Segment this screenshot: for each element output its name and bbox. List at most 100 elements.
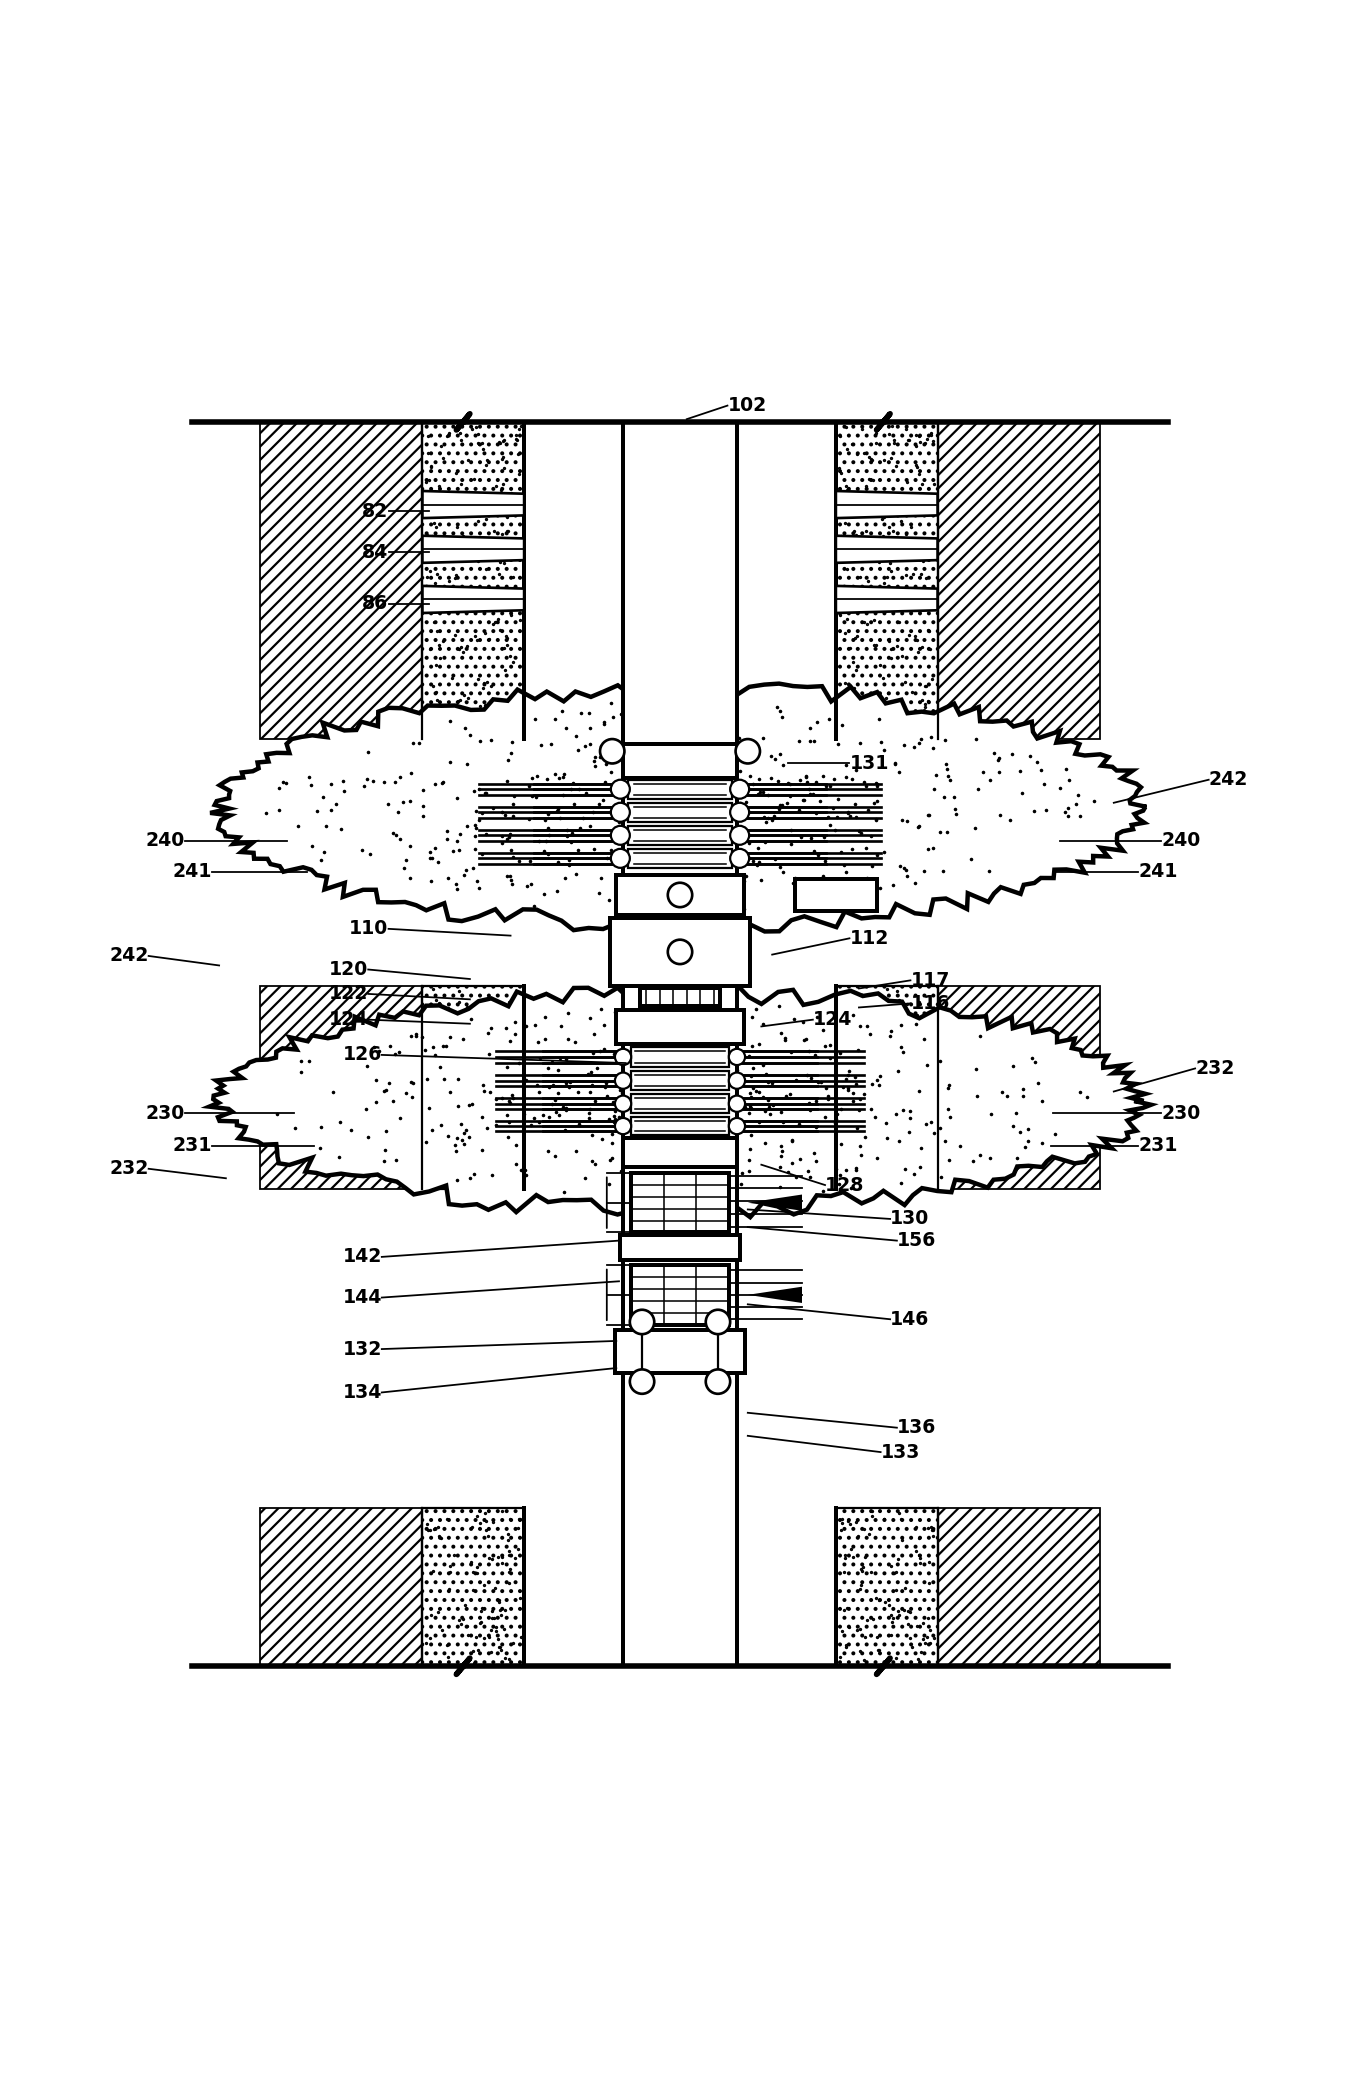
- Bar: [616, 874, 744, 915]
- Text: 142: 142: [343, 1248, 382, 1267]
- Bar: [631, 1265, 729, 1325]
- Circle shape: [736, 738, 760, 763]
- Text: 232: 232: [1195, 1059, 1235, 1077]
- Circle shape: [615, 1073, 631, 1088]
- Bar: [937, 422, 1100, 738]
- Polygon shape: [423, 537, 524, 564]
- Text: 116: 116: [910, 994, 949, 1013]
- Text: 124: 124: [329, 1011, 369, 1030]
- Bar: [609, 917, 751, 986]
- Bar: [628, 803, 732, 822]
- Polygon shape: [748, 1194, 802, 1211]
- Bar: [616, 1011, 744, 1044]
- Circle shape: [730, 826, 749, 844]
- Bar: [631, 1094, 729, 1113]
- Text: 241: 241: [173, 863, 212, 882]
- Text: 132: 132: [343, 1340, 382, 1358]
- Text: 232: 232: [109, 1159, 148, 1177]
- Polygon shape: [836, 491, 937, 518]
- Circle shape: [615, 1096, 631, 1113]
- Text: 124: 124: [813, 1011, 853, 1030]
- Text: 134: 134: [343, 1383, 382, 1402]
- Text: 102: 102: [728, 395, 767, 416]
- Text: 82: 82: [362, 501, 389, 520]
- Polygon shape: [836, 537, 937, 564]
- Text: 241: 241: [1138, 863, 1178, 882]
- Bar: [260, 1508, 423, 1666]
- Text: 240: 240: [1161, 832, 1201, 851]
- Bar: [615, 1329, 745, 1373]
- Text: 84: 84: [362, 543, 389, 562]
- Bar: [623, 745, 737, 778]
- Bar: [631, 1071, 729, 1090]
- Polygon shape: [211, 680, 1146, 936]
- Bar: [623, 422, 737, 1666]
- Bar: [260, 422, 423, 738]
- Circle shape: [600, 738, 624, 763]
- Circle shape: [611, 826, 630, 844]
- Circle shape: [611, 803, 630, 822]
- Circle shape: [611, 780, 630, 799]
- Bar: [423, 986, 524, 1190]
- Bar: [260, 986, 423, 1190]
- Circle shape: [729, 1048, 745, 1065]
- Text: 146: 146: [889, 1310, 929, 1329]
- Bar: [628, 849, 732, 867]
- Bar: [836, 422, 937, 738]
- Bar: [423, 1508, 524, 1666]
- Text: 133: 133: [881, 1444, 919, 1462]
- Bar: [628, 826, 732, 844]
- Bar: [836, 986, 937, 1190]
- Text: 230: 230: [146, 1104, 185, 1123]
- Bar: [628, 780, 732, 799]
- Circle shape: [615, 1117, 631, 1134]
- Text: 156: 156: [896, 1231, 936, 1250]
- Circle shape: [729, 1117, 745, 1134]
- Circle shape: [668, 882, 692, 907]
- Circle shape: [668, 940, 692, 965]
- Text: 112: 112: [850, 930, 889, 948]
- Circle shape: [706, 1310, 730, 1333]
- Polygon shape: [748, 1288, 802, 1302]
- Polygon shape: [836, 587, 937, 614]
- Circle shape: [730, 803, 749, 822]
- Text: 240: 240: [146, 832, 185, 851]
- Circle shape: [729, 1073, 745, 1088]
- Text: 231: 231: [1138, 1136, 1178, 1154]
- Circle shape: [706, 1369, 730, 1394]
- Text: 144: 144: [343, 1288, 382, 1306]
- Text: 86: 86: [362, 595, 389, 614]
- Bar: [423, 422, 524, 738]
- Bar: [937, 986, 1100, 1190]
- Text: 231: 231: [173, 1136, 212, 1154]
- Bar: [937, 1508, 1100, 1666]
- Text: 128: 128: [826, 1175, 865, 1194]
- Bar: [631, 1117, 729, 1136]
- Text: 230: 230: [1161, 1104, 1201, 1123]
- Circle shape: [615, 1048, 631, 1065]
- Bar: [631, 1046, 729, 1067]
- Text: 110: 110: [350, 919, 389, 938]
- Text: 126: 126: [343, 1046, 382, 1065]
- Circle shape: [611, 849, 630, 867]
- Circle shape: [730, 780, 749, 799]
- Bar: [620, 1236, 740, 1260]
- Bar: [623, 1138, 737, 1167]
- Text: 117: 117: [910, 971, 949, 990]
- Text: 242: 242: [1209, 770, 1248, 788]
- Circle shape: [630, 1369, 654, 1394]
- Polygon shape: [423, 491, 524, 518]
- Polygon shape: [423, 587, 524, 614]
- Bar: [836, 1508, 937, 1666]
- Text: 131: 131: [850, 753, 889, 774]
- Polygon shape: [209, 984, 1151, 1217]
- Text: 136: 136: [896, 1419, 936, 1437]
- Text: 122: 122: [329, 984, 369, 1003]
- Text: 130: 130: [889, 1208, 929, 1229]
- Bar: [641, 988, 719, 1007]
- Circle shape: [630, 1310, 654, 1333]
- Circle shape: [729, 1096, 745, 1113]
- Text: 120: 120: [329, 961, 369, 980]
- Text: 242: 242: [109, 946, 148, 965]
- Bar: [796, 878, 877, 911]
